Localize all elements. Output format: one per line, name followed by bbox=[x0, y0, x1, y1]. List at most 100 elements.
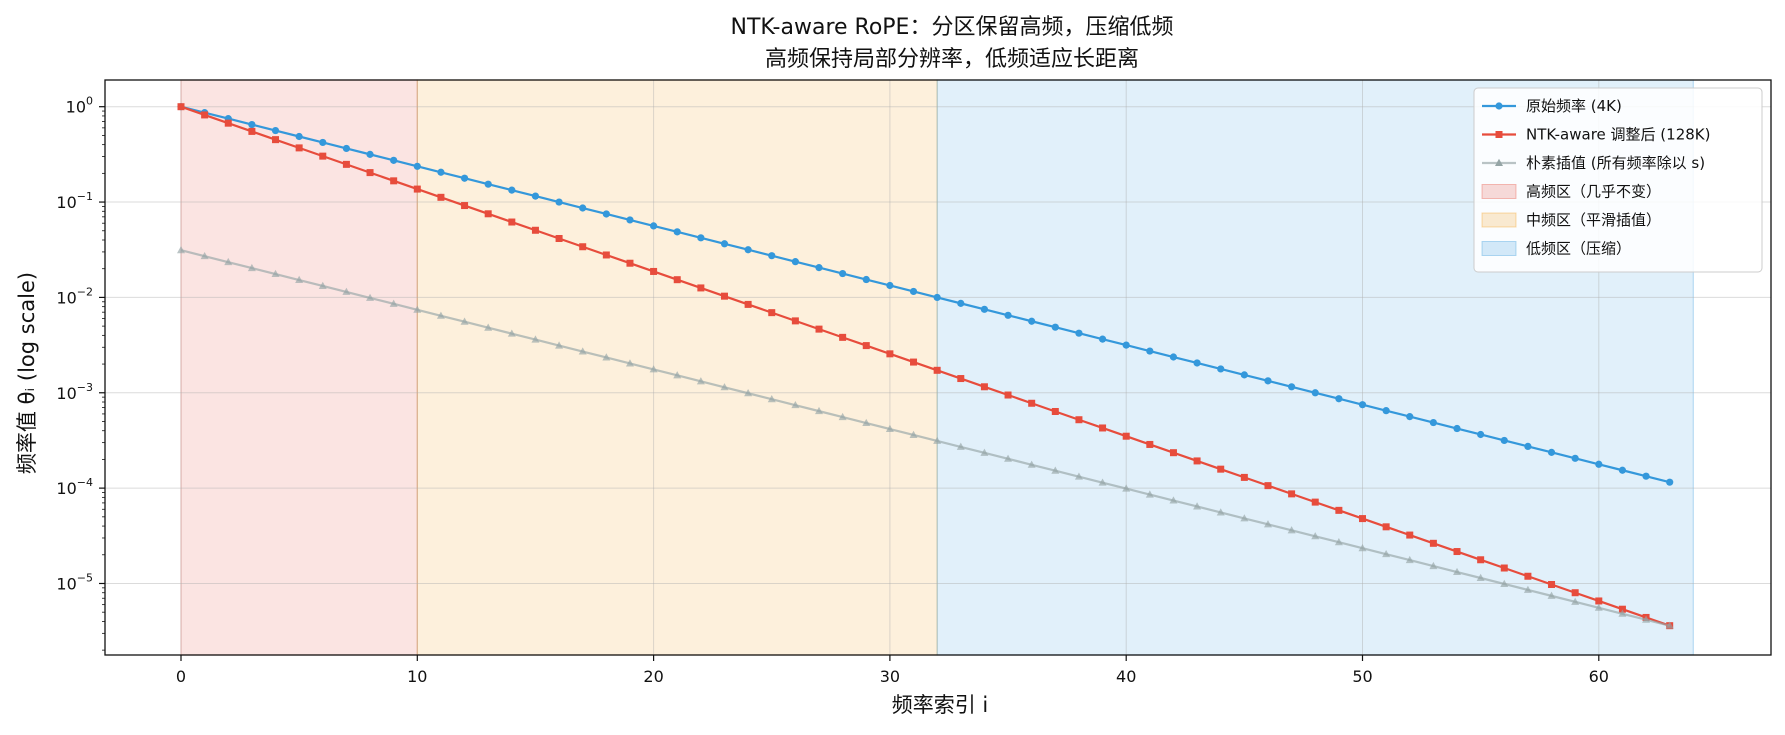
data-point bbox=[271, 126, 280, 135]
data-point bbox=[247, 263, 256, 272]
data-point bbox=[508, 186, 516, 194]
data-point bbox=[1594, 603, 1603, 611]
data-point bbox=[602, 210, 610, 218]
y-axis-label: 频率值 θᵢ (log scale) bbox=[15, 272, 39, 474]
legend-label: 朴素插值 (所有频率除以 s) bbox=[1526, 154, 1705, 172]
data-point bbox=[531, 335, 540, 343]
data-point bbox=[1122, 484, 1131, 492]
data-point bbox=[390, 177, 398, 185]
series-2 bbox=[177, 246, 1674, 629]
data-point bbox=[342, 287, 351, 295]
data-point bbox=[980, 448, 989, 456]
data-point bbox=[1429, 561, 1438, 570]
data-point bbox=[815, 406, 824, 415]
legend-label: 低频区（压缩） bbox=[1526, 240, 1631, 258]
data-point bbox=[1382, 549, 1391, 558]
data-point bbox=[1099, 424, 1107, 432]
data-point bbox=[886, 350, 894, 358]
data-point bbox=[484, 180, 492, 188]
data-point bbox=[484, 210, 492, 218]
data-point bbox=[1075, 416, 1083, 424]
data-point bbox=[933, 293, 941, 302]
data-point bbox=[579, 204, 587, 212]
data-point bbox=[910, 358, 918, 366]
data-point bbox=[1571, 597, 1580, 605]
data-point bbox=[909, 430, 918, 438]
data-point bbox=[319, 138, 327, 147]
data-point bbox=[342, 160, 350, 168]
data-point bbox=[1335, 506, 1343, 514]
data-point bbox=[1335, 395, 1343, 403]
data-point bbox=[1004, 391, 1012, 399]
data-point bbox=[413, 185, 421, 193]
data-point bbox=[649, 365, 658, 373]
data-point bbox=[1216, 508, 1225, 516]
data-point bbox=[1146, 440, 1154, 448]
legend-label: 高频区（几乎不变） bbox=[1526, 183, 1661, 201]
data-point bbox=[1098, 335, 1107, 343]
legend-marker bbox=[1495, 158, 1503, 166]
data-point bbox=[1524, 442, 1532, 451]
data-point bbox=[1500, 436, 1508, 445]
data-point bbox=[461, 202, 469, 210]
legend-marker bbox=[1495, 102, 1503, 110]
data-point bbox=[1311, 532, 1320, 540]
data-point bbox=[460, 174, 469, 182]
data-point bbox=[1217, 365, 1225, 373]
data-point bbox=[956, 442, 965, 450]
data-point bbox=[744, 246, 752, 254]
data-point bbox=[555, 235, 563, 243]
data-point bbox=[1382, 523, 1390, 531]
data-point bbox=[1288, 490, 1296, 498]
x-tick-label: 40 bbox=[1116, 667, 1136, 686]
data-point bbox=[555, 198, 563, 206]
data-point bbox=[1524, 572, 1532, 580]
data-point bbox=[1359, 515, 1366, 523]
data-point bbox=[1571, 589, 1579, 597]
data-point bbox=[295, 275, 304, 284]
region-1 bbox=[416, 79, 938, 656]
data-point bbox=[1618, 466, 1627, 474]
x-axis-ticks: 0 10 20 30 40 50 60 bbox=[176, 655, 1609, 686]
data-point bbox=[1193, 359, 1201, 367]
data-point bbox=[885, 424, 894, 433]
data-point bbox=[342, 144, 351, 153]
x-tick-label: 20 bbox=[643, 667, 663, 686]
x-tick-label: 30 bbox=[880, 667, 900, 686]
data-point bbox=[319, 152, 327, 160]
data-point bbox=[697, 234, 705, 242]
data-point bbox=[1193, 457, 1201, 465]
data-point bbox=[248, 120, 256, 129]
data-point bbox=[295, 132, 303, 141]
data-point bbox=[1406, 531, 1414, 539]
y-tick-label: 10−4 bbox=[56, 476, 93, 498]
data-point bbox=[1547, 448, 1556, 456]
data-point bbox=[366, 150, 374, 158]
series-line bbox=[180, 249, 1670, 627]
data-point bbox=[602, 251, 610, 259]
data-point bbox=[1571, 454, 1579, 462]
data-point bbox=[436, 311, 445, 319]
data-point bbox=[1665, 621, 1674, 629]
data-point bbox=[224, 119, 232, 127]
data-point bbox=[224, 257, 233, 266]
data-point bbox=[366, 293, 375, 301]
data-point bbox=[295, 144, 303, 152]
data-point bbox=[1500, 579, 1509, 587]
data-point bbox=[1334, 538, 1343, 546]
data-series bbox=[177, 103, 1674, 630]
data-point bbox=[791, 317, 799, 325]
data-point bbox=[578, 347, 587, 355]
data-point bbox=[838, 412, 847, 421]
data-point bbox=[815, 264, 823, 272]
data-point bbox=[1169, 353, 1178, 361]
data-point bbox=[933, 366, 941, 374]
data-point bbox=[862, 418, 871, 427]
data-point bbox=[1122, 432, 1130, 440]
y-axis-ticks: 100 10−1 10−2 10−3 10−4 10−5 bbox=[56, 95, 105, 651]
data-point bbox=[839, 269, 847, 278]
data-point bbox=[1288, 383, 1296, 391]
data-point bbox=[1477, 556, 1485, 564]
data-point bbox=[460, 317, 469, 325]
data-point bbox=[1098, 478, 1107, 486]
